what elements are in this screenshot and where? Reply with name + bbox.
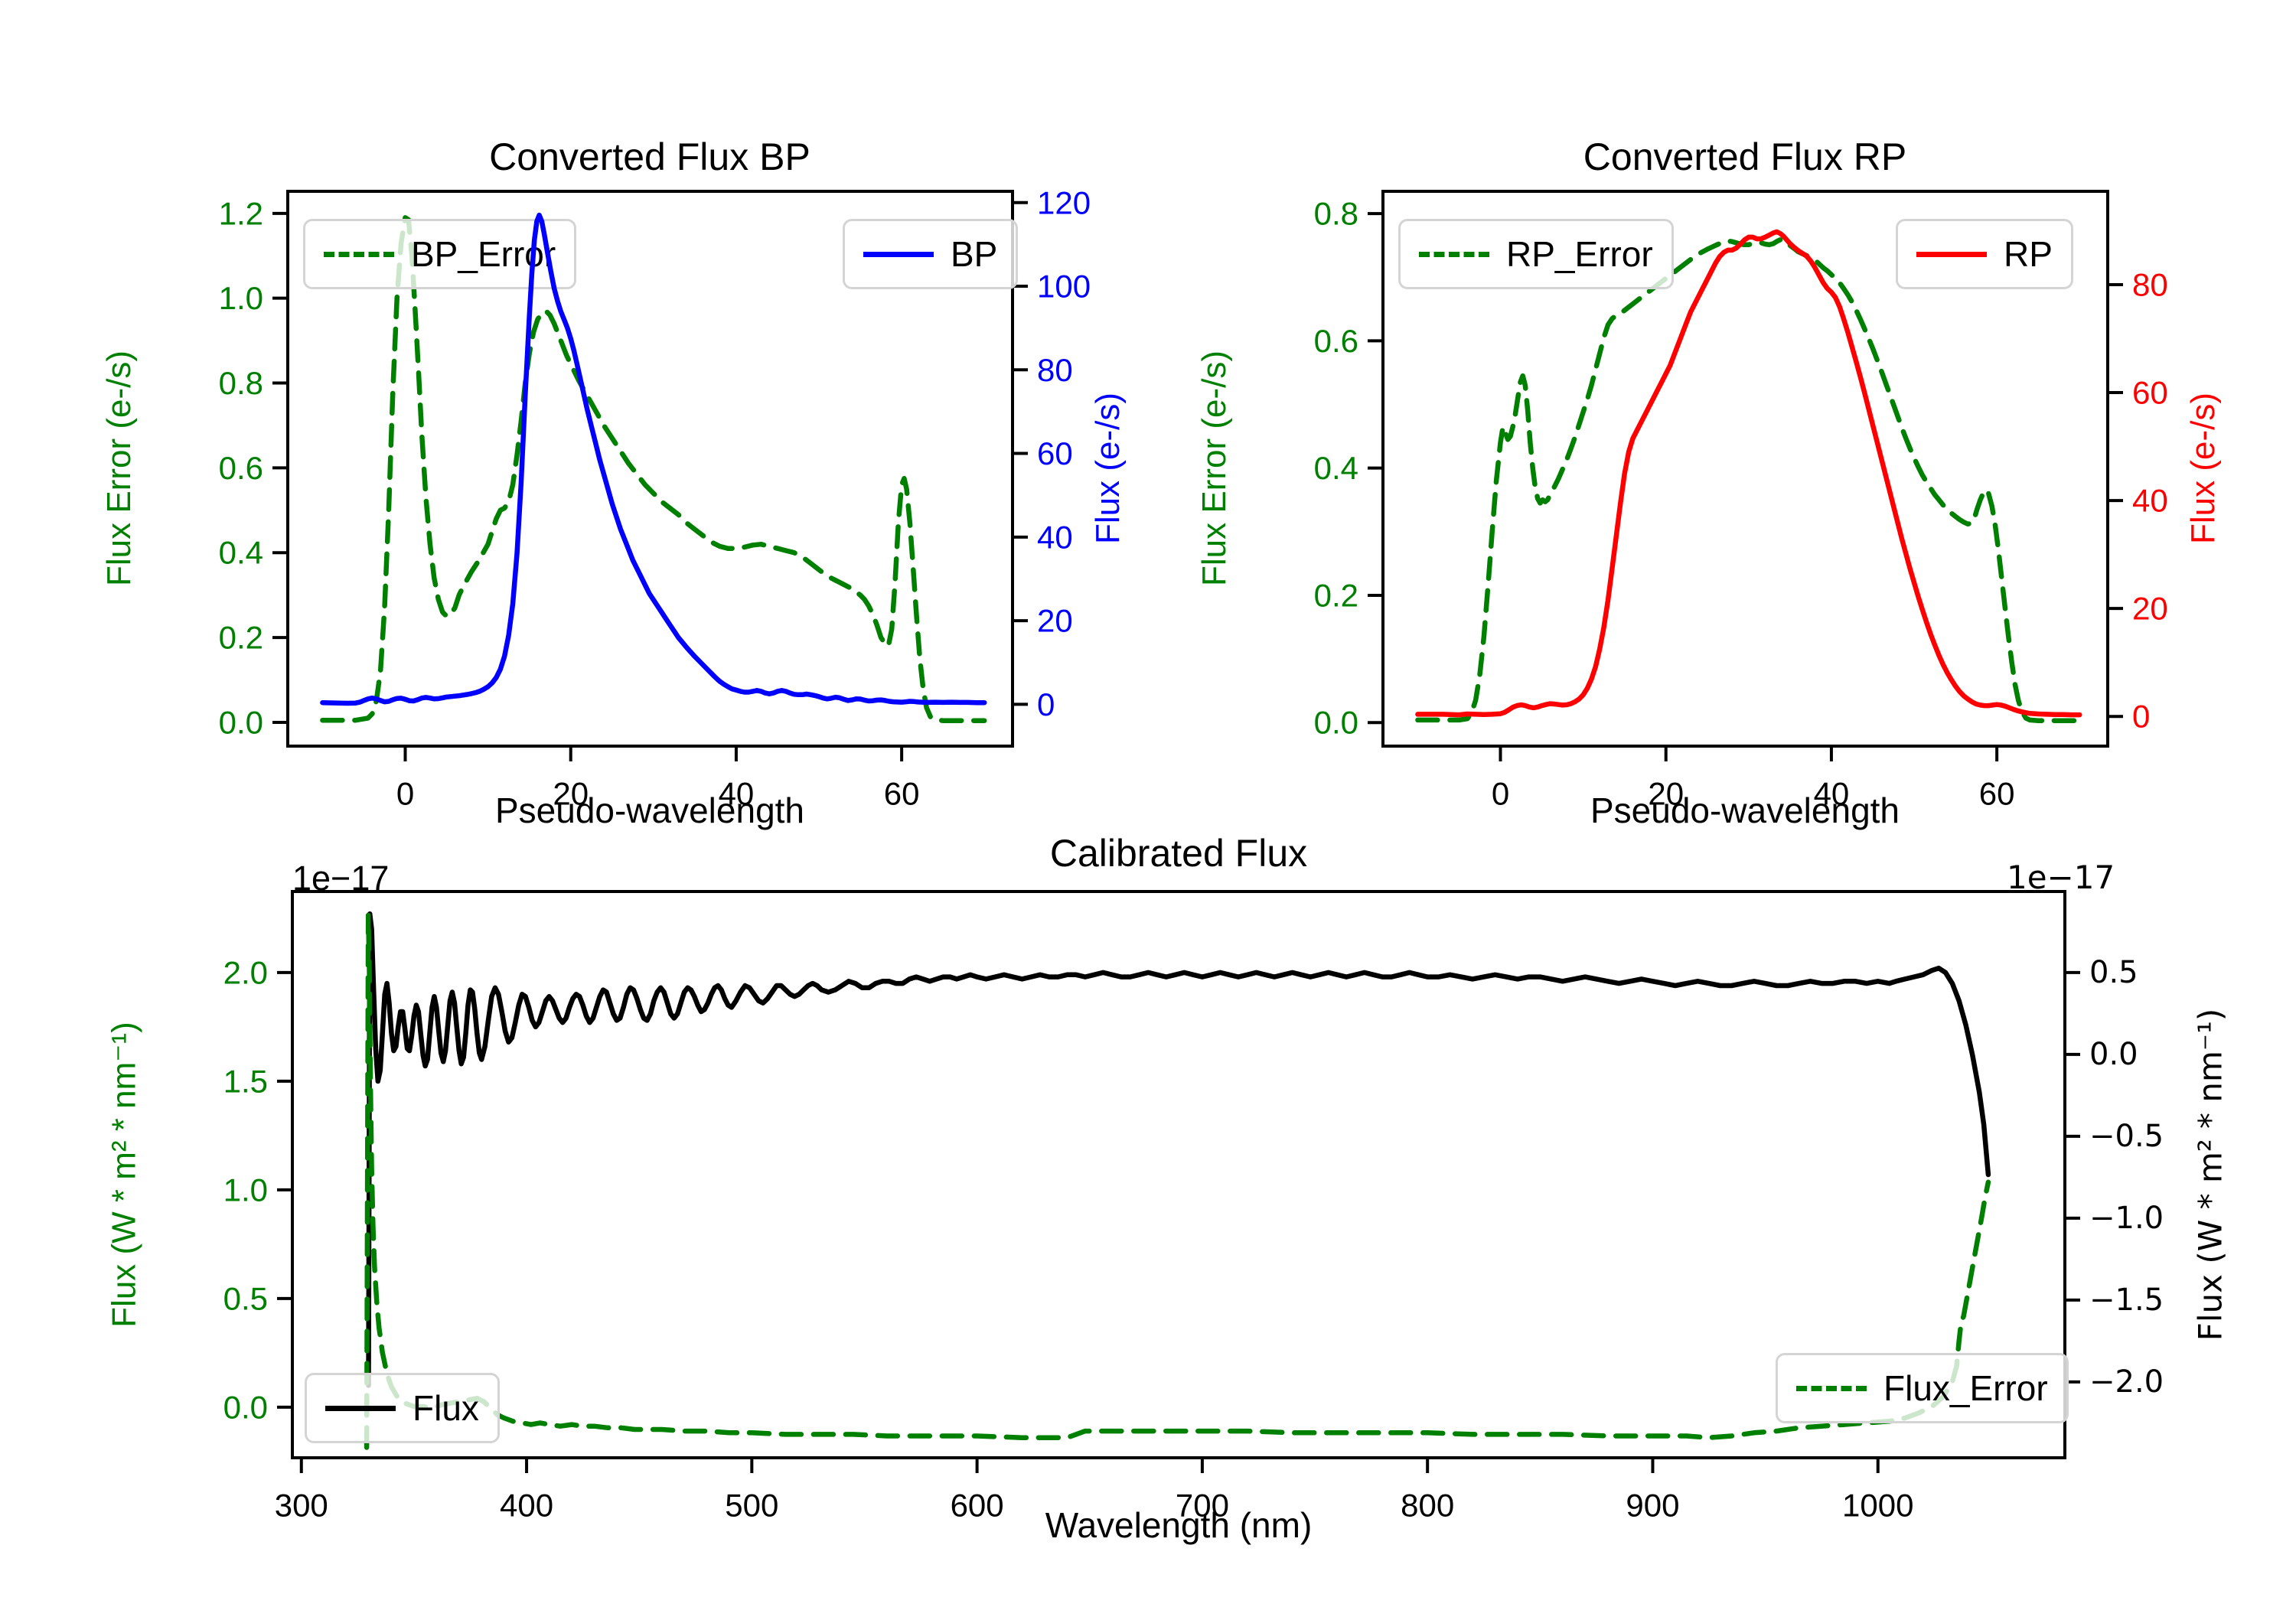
svg-text:−1.5: −1.5 <box>2089 1283 2164 1318</box>
svg-text:600: 600 <box>951 1488 1004 1524</box>
svg-text:80: 80 <box>2132 267 2168 303</box>
svg-text:120: 120 <box>1037 184 1091 220</box>
legend-label: RP_Error <box>1506 234 1653 274</box>
svg-text:0.5: 0.5 <box>2089 955 2138 990</box>
left-y-ticks: 0.0 0.2 0.4 0.6 0.8 <box>1314 196 1383 741</box>
svg-text:1.5: 1.5 <box>223 1063 268 1099</box>
left-y-ticks: 0.0 0.2 0.4 0.6 0.8 1.0 1.2 <box>219 195 288 740</box>
legend-rp-error: RP_Error <box>1398 219 1674 289</box>
svg-text:0: 0 <box>1492 776 1509 812</box>
legend-label: RP <box>2004 234 2053 274</box>
svg-text:2.0: 2.0 <box>223 954 268 990</box>
svg-text:300: 300 <box>275 1488 328 1524</box>
bp-left-yaxis-label: Flux Error (e-/s) <box>100 350 138 586</box>
bp-xaxis-label: Pseudo-wavelength <box>494 790 805 830</box>
legend-line-solid-red <box>1916 251 1987 257</box>
svg-text:0.6: 0.6 <box>1314 323 1358 359</box>
svg-text:100: 100 <box>1037 269 1091 305</box>
svg-text:400: 400 <box>500 1488 553 1524</box>
right-y-ticks: 0 20 40 60 80 100 120 <box>1013 184 1091 722</box>
svg-text:−0.5: −0.5 <box>2089 1119 2164 1154</box>
svg-text:0.4: 0.4 <box>219 535 263 571</box>
svg-text:40: 40 <box>1037 519 1073 555</box>
subplot-rp-title: Converted Flux RP <box>1583 135 1907 178</box>
svg-text:0.6: 0.6 <box>219 450 263 486</box>
svg-text:60: 60 <box>884 776 920 812</box>
svg-text:0.0: 0.0 <box>219 704 263 740</box>
legend-label: Flux_Error <box>1883 1368 2048 1408</box>
rp-left-yaxis-label: Flux Error (e-/s) <box>1195 350 1233 586</box>
svg-text:−2.0: −2.0 <box>2089 1364 2164 1400</box>
bp-right-yaxis-label: Flux (e-/s) <box>1089 393 1127 544</box>
svg-text:20: 20 <box>1648 776 1684 812</box>
svg-text:0: 0 <box>1037 686 1055 722</box>
legend-line-dashed-green <box>324 251 394 257</box>
svg-text:1.0: 1.0 <box>219 280 263 316</box>
svg-text:900: 900 <box>1626 1488 1679 1524</box>
legend-line-dashed-green <box>1419 251 1489 257</box>
legend-line-solid-blue <box>863 251 934 257</box>
legend-rp: RP <box>1896 219 2073 289</box>
svg-text:60: 60 <box>2132 375 2168 411</box>
series-RP <box>1415 229 2082 718</box>
svg-text:−1.0: −1.0 <box>2089 1201 2164 1236</box>
svg-text:20: 20 <box>2132 591 2168 627</box>
series-Flux_Error <box>364 912 1991 1450</box>
legend-line-dashed-green <box>1796 1385 1867 1391</box>
x-ticks: 0 20 40 60 <box>396 746 920 812</box>
svg-text:0.0: 0.0 <box>223 1389 268 1425</box>
right-axis-offset-text: 1e−17 <box>2007 859 2115 896</box>
left-y-ticks: 0.0 0.5 1.0 1.5 2.0 <box>223 954 292 1425</box>
series-RP_Error <box>1415 236 2082 723</box>
svg-text:1.0: 1.0 <box>223 1172 268 1208</box>
x-ticks: 0 20 40 60 <box>1492 746 2015 812</box>
svg-text:80: 80 <box>1037 352 1073 388</box>
svg-text:20: 20 <box>553 776 589 812</box>
svg-text:20: 20 <box>1037 603 1073 639</box>
svg-text:60: 60 <box>1037 435 1073 471</box>
svg-text:0.4: 0.4 <box>1314 450 1358 486</box>
svg-text:0.0: 0.0 <box>2089 1037 2138 1072</box>
legend-bp: BP <box>843 219 1019 289</box>
svg-text:800: 800 <box>1401 1488 1454 1524</box>
legend-flux: Flux <box>305 1373 500 1443</box>
svg-text:40: 40 <box>2132 483 2168 519</box>
axes-spines <box>291 890 2066 1459</box>
right-y-ticks: 0.5 0.0 −0.5 −1.0 −1.5 −2.0 <box>2065 955 2164 1400</box>
svg-text:0.5: 0.5 <box>223 1280 268 1316</box>
legend-flux-error: Flux_Error <box>1776 1353 2069 1423</box>
svg-text:1.2: 1.2 <box>219 195 263 231</box>
left-axis-offset-text: 1e−17 <box>292 859 390 898</box>
subplot-bp-title: Converted Flux BP <box>489 135 810 178</box>
svg-text:0: 0 <box>2132 699 2150 735</box>
svg-text:40: 40 <box>1814 776 1850 812</box>
svg-text:60: 60 <box>1979 776 2015 812</box>
calibrated-xaxis-label: Wavelength (nm) <box>1045 1505 1313 1545</box>
rp-right-yaxis-label: Flux (e-/s) <box>2184 393 2222 544</box>
series-BP_Error <box>320 215 987 723</box>
svg-text:0.2: 0.2 <box>1314 577 1358 613</box>
right-y-ticks: 0 20 40 60 80 <box>2108 267 2168 735</box>
legend-line-solid-black <box>325 1405 396 1411</box>
calibrated-left-yaxis-label: Flux (W * m² * nm⁻¹) <box>105 1022 143 1328</box>
series-BP <box>320 212 987 706</box>
legend-label: BP <box>951 234 998 274</box>
legend-label: Flux <box>413 1388 479 1428</box>
series-Flux <box>366 911 1991 1388</box>
x-ticks: 300 400 500 600 700 800 900 1000 <box>275 1458 1913 1524</box>
svg-text:500: 500 <box>725 1488 778 1524</box>
svg-text:40: 40 <box>719 776 755 812</box>
rp-xaxis-label: Pseudo-wavelength <box>1590 790 1900 830</box>
svg-text:1000: 1000 <box>1842 1488 1913 1524</box>
subplot-calibrated-title: Calibrated Flux <box>1049 832 1308 875</box>
svg-text:0.8: 0.8 <box>1314 196 1358 232</box>
svg-text:0.8: 0.8 <box>219 365 263 401</box>
calibrated-right-yaxis-label: Flux (W * m² * nm⁻¹) <box>2191 1008 2229 1341</box>
svg-text:0.0: 0.0 <box>1314 705 1358 741</box>
svg-text:0.2: 0.2 <box>219 620 263 656</box>
svg-text:700: 700 <box>1176 1488 1229 1524</box>
svg-text:0: 0 <box>396 776 414 812</box>
